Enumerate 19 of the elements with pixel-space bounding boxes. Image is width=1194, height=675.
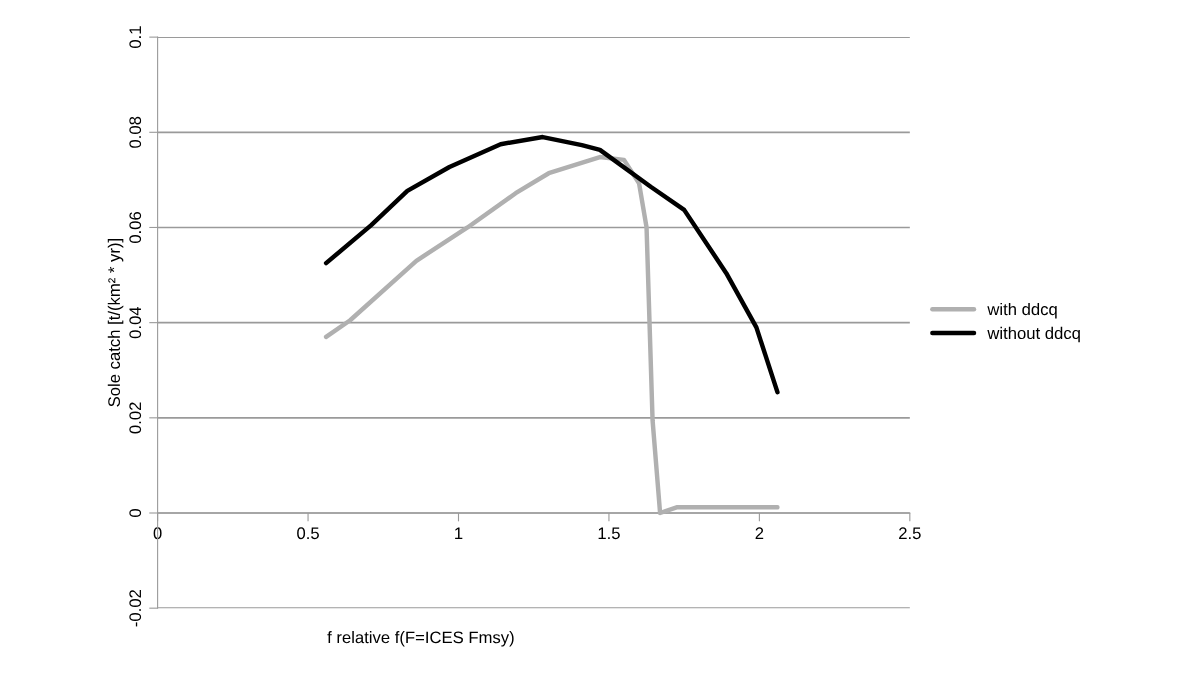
y-tick-label: 0.08	[129, 116, 142, 148]
x-tick-label: 0	[153, 527, 162, 540]
y-tick-label: 0.1	[129, 26, 142, 49]
line-series	[323, 154, 780, 516]
y-tick-label: 0.04	[129, 306, 142, 339]
x-tick-label: 1	[455, 527, 463, 539]
x-tick-label: 2	[755, 527, 764, 539]
legend-label: with ddcq	[987, 302, 1057, 319]
y-tick-label: 0.06	[129, 211, 142, 244]
y-tick-label: 0.02	[129, 402, 142, 434]
y-axis-title: Sole catch [t/(km² * yr)]	[107, 239, 124, 407]
x-tick-label: 1.5	[598, 527, 620, 540]
y-tick-label: -0.02	[129, 590, 142, 627]
line-series	[323, 134, 780, 395]
x-tick-label: 0.5	[297, 527, 319, 540]
x-tick-label: 2.5	[899, 527, 921, 540]
legend-label: without ddcq	[987, 326, 1080, 343]
y-tick-label: 0	[129, 509, 142, 517]
x-axis-title: f relative f(F=ICES Fmsy)	[327, 631, 514, 647]
